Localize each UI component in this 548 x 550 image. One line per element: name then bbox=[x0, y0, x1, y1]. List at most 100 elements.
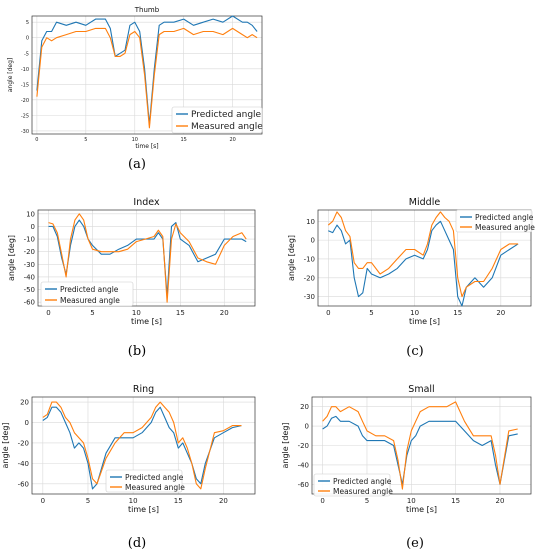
chart-title: Small bbox=[408, 384, 434, 395]
predicted-legend-label: Predicted angle bbox=[191, 110, 262, 120]
y-tick-label: -40 bbox=[298, 461, 309, 469]
predicted-legend-label: Predicted angle bbox=[125, 473, 184, 482]
x-tick-label: 5 bbox=[84, 137, 87, 143]
legend-box bbox=[455, 209, 533, 233]
y-tick-label: -15 bbox=[21, 82, 29, 88]
middle-chart: 0 5 10 15 20 10 0 -10 -20 -30 Middle time [s] angle … bbox=[287, 197, 535, 326]
y-tick-label: 0 bbox=[25, 419, 29, 427]
caption-b: (b) bbox=[128, 344, 146, 359]
y-tick-label: -10 bbox=[304, 255, 315, 263]
x-tick-label: 0 bbox=[46, 309, 50, 317]
measured-angle-line bbox=[42, 401, 242, 490]
legend-box bbox=[105, 469, 183, 493]
x-tick-label: 10 bbox=[410, 309, 419, 317]
y-tick-label: -20 bbox=[298, 442, 309, 450]
legend: Predicted angle Measured angle bbox=[171, 106, 263, 134]
y-tick-label: -20 bbox=[24, 248, 35, 256]
x-tick-label: 0 bbox=[320, 497, 324, 505]
y-tick-label: -30 bbox=[304, 293, 315, 301]
x-tick-label: 15 bbox=[451, 497, 460, 505]
x-tick-label: 15 bbox=[174, 497, 183, 505]
x-axis-label: time [s] bbox=[406, 505, 437, 514]
y-tick-label: -40 bbox=[24, 273, 35, 281]
caption-d: (d) bbox=[128, 536, 146, 550]
y-tick-label: -60 bbox=[24, 299, 35, 307]
index-chart: 0 5 10 15 20 10 0 -10 -20 -30 -40 -50 -60 Index time [… bbox=[7, 197, 256, 326]
x-tick-label: 20 bbox=[219, 497, 228, 505]
x-axis-label: time [s] bbox=[409, 317, 440, 326]
x-tick-label: 15 bbox=[181, 137, 187, 143]
y-tick-label: -30 bbox=[24, 261, 35, 269]
x-axis-label: time [s] bbox=[128, 505, 159, 514]
plot-frame bbox=[37, 209, 256, 307]
predicted-angle-line bbox=[328, 220, 519, 307]
y-tick-label: 10 bbox=[306, 218, 315, 226]
x-tick-label: 5 bbox=[90, 309, 94, 317]
x-tick-label: 20 bbox=[220, 309, 229, 317]
x-tick-label: 0 bbox=[41, 497, 45, 505]
y-tick-label: 0 bbox=[311, 237, 315, 245]
ring-chart: 0 5 10 15 20 20 0 -20 -40 -60 Ring time [s] angle [d… bbox=[1, 384, 256, 514]
x-tick-label: 5 bbox=[369, 309, 373, 317]
measured-legend-label: Measured angle bbox=[475, 223, 535, 232]
measured-angle-line bbox=[48, 213, 247, 303]
plot-frame bbox=[317, 209, 532, 307]
chart-title: Middle bbox=[409, 197, 441, 208]
y-tick-label: 5 bbox=[26, 20, 29, 26]
y-axis-label: angle [deg] bbox=[7, 235, 16, 281]
x-tick-label: 5 bbox=[365, 497, 369, 505]
y-tick-label: -60 bbox=[298, 481, 309, 489]
x-tick-label: 0 bbox=[326, 309, 330, 317]
legend-box bbox=[313, 473, 391, 497]
y-tick-label: -5 bbox=[24, 51, 29, 57]
x-axis-label: time [s] bbox=[131, 317, 162, 326]
y-tick-label: 20 bbox=[20, 399, 29, 407]
caption-c: (c) bbox=[406, 344, 423, 359]
x-tick-label: 15 bbox=[176, 309, 185, 317]
predicted-angle-line bbox=[36, 15, 258, 126]
x-tick-label: 10 bbox=[129, 497, 138, 505]
measured-legend-label: Measured angle bbox=[125, 483, 185, 492]
plot-frame bbox=[31, 15, 263, 135]
y-tick-label: 0 bbox=[31, 223, 35, 231]
small-chart: 0 5 10 15 20 20 0 -20 -40 -60 Small time [s] angle [… bbox=[281, 384, 532, 514]
x-tick-label: 5 bbox=[86, 497, 90, 505]
plot-frame bbox=[311, 396, 532, 495]
predicted-legend-label: Predicted angle bbox=[333, 477, 392, 486]
x-tick-label: 15 bbox=[453, 309, 462, 317]
caption-e: (e) bbox=[406, 536, 424, 550]
predicted-angle-line bbox=[48, 219, 247, 297]
y-tick-label: 0 bbox=[26, 36, 29, 42]
measured-angle-line bbox=[36, 27, 258, 129]
x-axis-label: time [s] bbox=[135, 143, 158, 150]
legend-box bbox=[171, 106, 263, 134]
measured-legend-label: Measured angle bbox=[333, 487, 393, 496]
y-tick-label: -60 bbox=[18, 480, 29, 488]
y-tick-label: -10 bbox=[24, 236, 35, 244]
chart-title: Thumb bbox=[134, 6, 160, 14]
x-tick-label: 10 bbox=[132, 309, 141, 317]
measured-legend-label: Measured angle bbox=[60, 296, 120, 305]
chart-title: Ring bbox=[133, 384, 154, 395]
predicted-legend-label: Predicted angle bbox=[475, 213, 534, 222]
y-tick-label: -30 bbox=[21, 129, 29, 135]
caption-a: (a) bbox=[128, 157, 146, 172]
y-axis-label: angle [deg] bbox=[287, 235, 296, 281]
measured-legend-label: Measured angle bbox=[191, 122, 263, 132]
y-tick-label: 0 bbox=[305, 423, 309, 431]
plot-frame bbox=[31, 396, 256, 495]
chart-title: Index bbox=[133, 197, 160, 208]
y-tick-label: -20 bbox=[21, 98, 29, 104]
predicted-angle-line bbox=[322, 415, 518, 485]
y-axis-label: angle [deg] bbox=[1, 422, 10, 468]
x-tick-label: 20 bbox=[229, 137, 235, 143]
legend-box bbox=[40, 281, 134, 307]
y-tick-label: 20 bbox=[300, 403, 309, 411]
x-tick-label: 10 bbox=[132, 137, 138, 143]
y-axis-label: angle [deg] bbox=[7, 58, 14, 93]
x-tick-label: 20 bbox=[496, 497, 505, 505]
